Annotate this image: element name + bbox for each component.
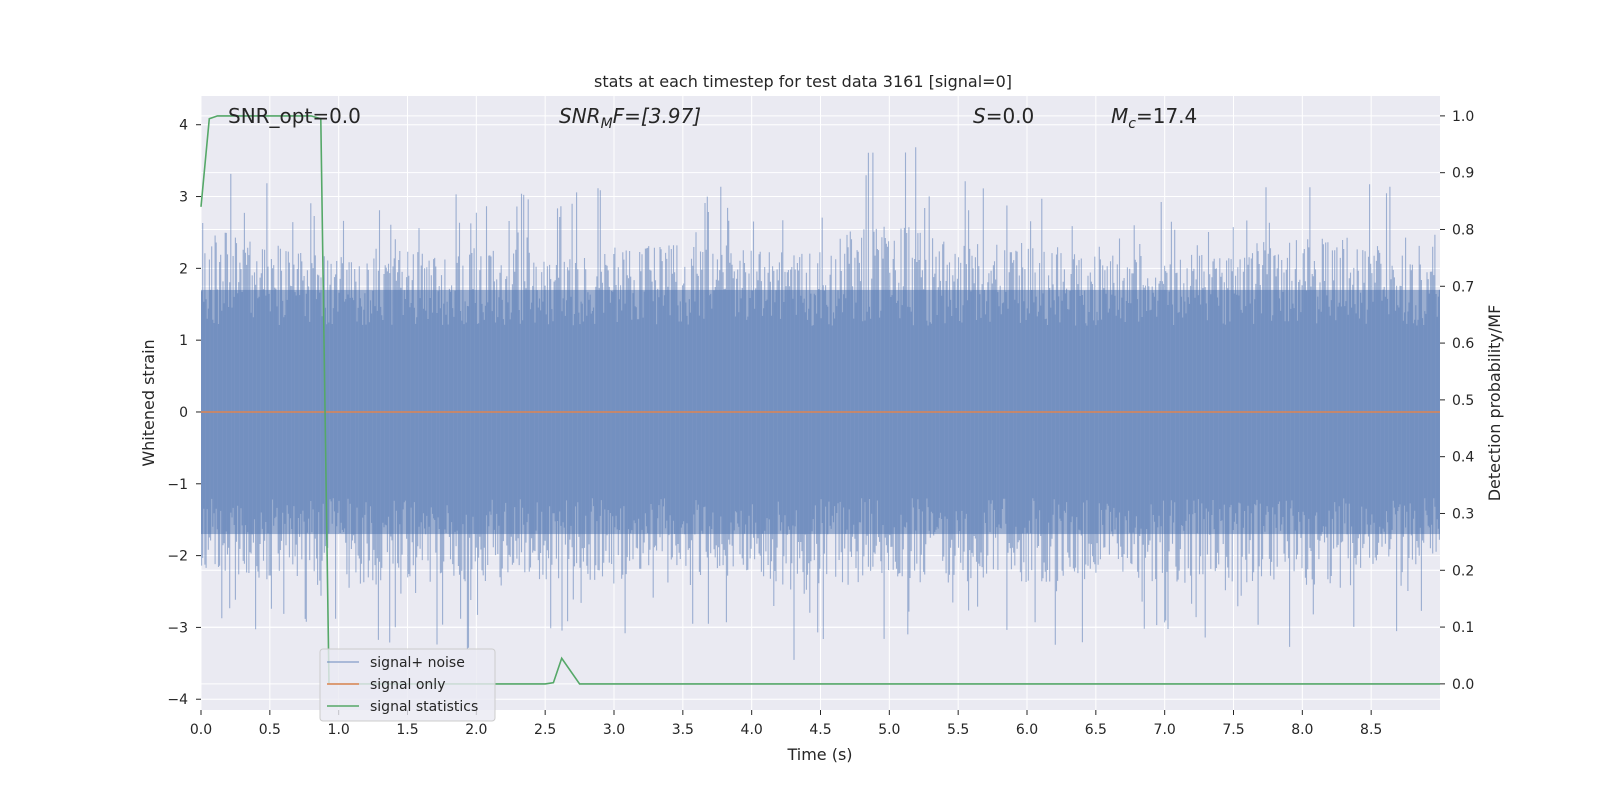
chart-title: stats at each timestep for test data 316… <box>594 72 1012 91</box>
y-tick-label: 1 <box>179 333 188 349</box>
y-tick-label: 3 <box>179 190 188 206</box>
y2-tick-label: 0.9 <box>1452 166 1474 182</box>
y2-tick-label: 0.0 <box>1452 677 1474 693</box>
mc-annotation: Mc=17.4 <box>1111 104 1197 132</box>
x-tick-label: 6.5 <box>1085 722 1107 738</box>
legend-label-signal-only: signal only <box>370 677 445 693</box>
x-tick-label: 2.0 <box>465 722 487 738</box>
x-axis-label: Time (s) <box>786 745 852 764</box>
y2-tick-label: 0.8 <box>1452 222 1474 238</box>
legend-box <box>319 648 496 722</box>
axes: 0.0 0.5 1.0 1.5 2.0 2.5 3.0 3.5 4.0 4.5 5.0 5.5 6.0 6… <box>167 109 1474 738</box>
y-tick-label: 0 <box>179 405 188 421</box>
snr-mf-name: SNR <box>559 104 601 128</box>
s-name: S <box>973 104 986 128</box>
x-tick-label: 0.0 <box>190 722 212 738</box>
x-tick-label: 3.0 <box>603 722 625 738</box>
y-tick-label: 2 <box>179 261 188 277</box>
y2-tick-label: 0.1 <box>1452 620 1474 636</box>
x-tick-label: 0.5 <box>259 722 281 738</box>
x-tick-label: 1.5 <box>396 722 418 738</box>
annotations: SNR_opt=0.0 SNRMF=[3.97] S=0.0 Mc=17.4 <box>228 104 1197 132</box>
x-tick-label: 7.5 <box>1222 722 1244 738</box>
x-tick-label: 2.5 <box>534 722 556 738</box>
y2-axis-label: Detection probability/MF <box>1485 305 1504 502</box>
x-tick-label: 4.5 <box>809 722 831 738</box>
x-tick-label: 6.0 <box>1016 722 1038 738</box>
snr-mf-annotation: SNRMF=[3.97] <box>559 104 701 132</box>
legend-label-signal-statistics: signal statistics <box>370 699 478 715</box>
signal-noise-strokes <box>201 147 1440 660</box>
x-tick-label: 7.0 <box>1154 722 1176 738</box>
y-tick-label: −2 <box>167 549 188 565</box>
series-lines <box>200 115 1440 685</box>
legend-label-signal-noise: signal+ noise <box>370 655 465 671</box>
y2-tick-label: 0.5 <box>1452 393 1474 409</box>
legend: signal+ noise signal only signal statist… <box>319 648 496 722</box>
y-tick-label: 4 <box>179 118 188 134</box>
mc-sub: c <box>1128 116 1136 132</box>
x-tick-label: 1.0 <box>328 722 350 738</box>
snr-mf-sub: M <box>601 116 613 132</box>
s-rest: =0.0 <box>986 104 1035 128</box>
y2-tick-label: 0.7 <box>1452 279 1474 295</box>
y2-tick-label: 0.3 <box>1452 506 1474 522</box>
y-tick-label: −1 <box>167 477 188 493</box>
y2-tick-label: 0.4 <box>1452 450 1474 466</box>
y-axis-label: Whitened strain <box>139 339 158 466</box>
y2-tick-label: 0.2 <box>1452 563 1474 579</box>
x-tick-label: 5.0 <box>878 722 900 738</box>
s-annotation: S=0.0 <box>973 104 1034 128</box>
y-tick-label: −3 <box>167 620 188 636</box>
mc-rest: =17.4 <box>1136 104 1197 128</box>
snr-mf-rest: F=[3.97] <box>613 104 701 128</box>
snr-opt-annotation: SNR_opt=0.0 <box>228 104 361 128</box>
y-tick-label: −4 <box>167 692 188 708</box>
x-tick-label: 8.5 <box>1360 722 1382 738</box>
y2-tick-label: 0.6 <box>1452 336 1474 352</box>
series-line-signal-statistics <box>200 115 1440 685</box>
x-tick-label: 8.0 <box>1291 722 1313 738</box>
y2-tick-label: 1.0 <box>1452 109 1474 125</box>
mc-name: M <box>1111 104 1128 128</box>
x-tick-label: 3.5 <box>672 722 694 738</box>
x-tick-label: 4.0 <box>741 722 763 738</box>
x-tick-label: 5.5 <box>947 722 969 738</box>
